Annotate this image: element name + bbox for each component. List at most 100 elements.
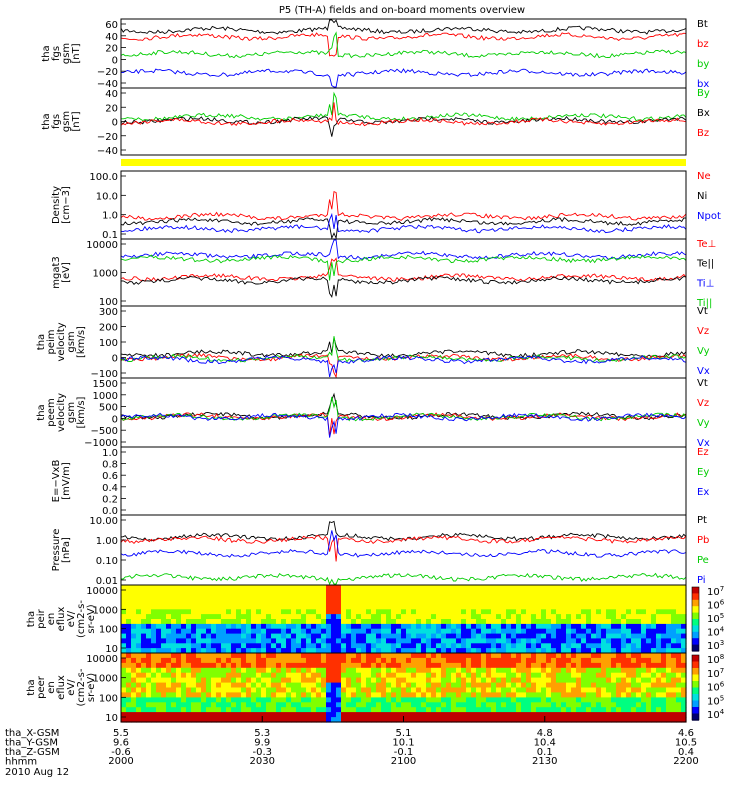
spectrogram-cell: [301, 609, 307, 615]
spectrogram-cell: [641, 623, 647, 630]
spectrogram-cell: [681, 633, 687, 640]
spectrogram-cell: [546, 707, 552, 713]
spectrogram-cell: [666, 657, 672, 664]
spectrogram-cell: [266, 594, 272, 601]
spectrogram-cell: [516, 702, 522, 708]
spectrogram-cell: [471, 657, 477, 664]
spectrogram-cell: [401, 648, 407, 654]
spectrogram-cell: [156, 599, 162, 606]
spectrogram-cell: [151, 653, 157, 659]
spectrogram-cell: [326, 687, 332, 693]
spectrogram-cell: [401, 712, 407, 718]
spectrogram-cell: [396, 657, 402, 664]
spectrogram-cell: [216, 712, 222, 718]
spectrogram-cell: [586, 614, 592, 620]
spectrogram-cell: [176, 697, 182, 703]
spectrogram-cell: [626, 623, 632, 630]
spectrogram-cell: [131, 653, 137, 659]
spectrogram-cell: [291, 604, 297, 610]
spectrogram-cell: [226, 677, 232, 684]
spectrogram-cell: [276, 614, 282, 620]
spectrogram-cell: [141, 702, 147, 708]
spectrogram-cell: [541, 697, 547, 703]
spectrogram-cell: [351, 653, 357, 659]
spectrogram-cell: [656, 643, 662, 649]
spectrogram-cell: [151, 638, 157, 644]
series-line-Te||: [120, 275, 687, 298]
spectrogram-cell: [136, 702, 142, 708]
spectrogram-cell: [226, 599, 232, 606]
y-tick-label: 10000: [86, 586, 118, 597]
spectrogram-cell: [191, 619, 197, 625]
spectrogram-cell: [326, 589, 332, 596]
spectrogram-cell: [471, 589, 477, 596]
x-tick-label: 2100: [391, 756, 416, 767]
series-line-Ne: [120, 190, 687, 221]
spectrogram-cell: [466, 648, 472, 654]
spectrogram-cell: [586, 648, 592, 654]
spectrogram-cell: [541, 712, 547, 718]
spectrogram-cell: [576, 619, 582, 625]
spectrogram-cell: [656, 677, 662, 684]
colorbar-swatch: [692, 635, 699, 639]
spectrogram-cell: [516, 717, 522, 723]
series-line-Npot: [120, 212, 687, 234]
spectrogram-cell: [461, 677, 467, 684]
spectrogram-cell: [551, 702, 557, 708]
spectrogram-cell: [321, 638, 327, 644]
spectrogram-cell: [361, 702, 367, 708]
spectrogram-cell: [341, 662, 347, 669]
spectrogram-cell: [626, 638, 632, 644]
spectrogram-cell: [291, 712, 297, 718]
spectrogram-cell: [511, 667, 517, 674]
spectrogram-cell: [371, 712, 377, 718]
spectrogram-cell: [121, 623, 127, 630]
spectrogram-cell: [136, 692, 142, 698]
spectrogram-cell: [171, 594, 177, 601]
spectrogram-cell: [306, 609, 312, 615]
spectrogram-cell: [676, 697, 682, 703]
spectrogram-cell: [251, 677, 257, 684]
spectrogram-cell: [146, 657, 152, 664]
spectrogram-cell: [651, 692, 657, 698]
spectrogram-cell: [401, 682, 407, 689]
spectrogram-cell: [591, 677, 597, 684]
spectrogram-cell: [236, 594, 242, 601]
spectrogram-cell: [581, 712, 587, 718]
spectrogram-cell: [406, 604, 412, 610]
spectrogram-cell: [511, 657, 517, 664]
spectrogram-cell: [556, 653, 562, 659]
spectrogram-cell: [156, 702, 162, 708]
spectrogram-cell: [616, 599, 622, 606]
spectrogram-cell: [166, 687, 172, 693]
spectrogram-cell: [301, 662, 307, 669]
spectrogram-cell: [401, 653, 407, 659]
spectrogram-cell: [371, 667, 377, 674]
spectrogram-cell: [481, 628, 487, 635]
spectrogram-cell: [391, 638, 397, 644]
spectrogram-cell: [531, 697, 537, 703]
spectrogram-cell: [261, 697, 267, 703]
spectrogram-cell: [611, 628, 617, 635]
y-tick-label: 1.0: [102, 448, 118, 459]
spectrogram-cell: [561, 702, 567, 708]
spectrogram-cell: [666, 687, 672, 693]
spectrogram-cell: [331, 628, 337, 635]
spectrogram-cell: [601, 702, 607, 708]
spectrogram-cell: [256, 638, 262, 644]
spectrogram-cell: [591, 623, 597, 630]
spectrogram-cell: [206, 662, 212, 669]
spectrogram-cell: [606, 633, 612, 640]
spectrogram-cell: [381, 614, 387, 620]
spectrogram-cell: [566, 717, 572, 723]
spectrogram-cell: [631, 672, 637, 679]
spectrogram-cell: [566, 604, 572, 610]
spectrogram-cell: [591, 707, 597, 713]
spectrogram-cell: [196, 677, 202, 684]
spectrogram-cell: [566, 707, 572, 713]
spectrogram-cell: [436, 648, 442, 654]
spectrogram-cell: [456, 687, 462, 693]
spectrogram-cell: [246, 682, 252, 689]
